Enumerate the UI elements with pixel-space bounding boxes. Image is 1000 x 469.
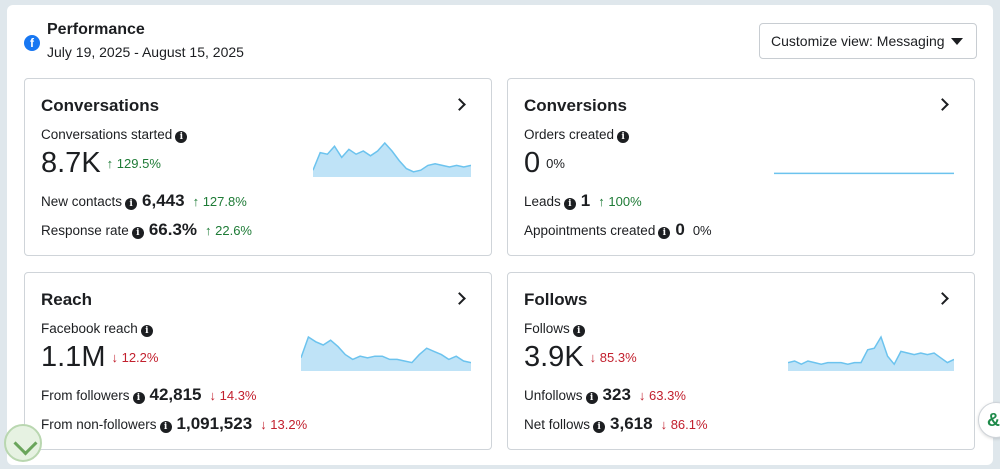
metric-label-text: Orders created: [524, 127, 615, 142]
chevron-right-icon[interactable]: [451, 289, 471, 309]
conversions-sparkline: [774, 172, 954, 175]
sub-metric-value: 0: [675, 220, 685, 239]
conversations-sparkline: [313, 141, 471, 177]
info-icon[interactable]: i: [563, 198, 576, 210]
sub-metric-unfollows: Unfollows i 323 ↓ 63.3%: [524, 385, 686, 405]
sub-metric-from-non-followers: From non-followers i 1,091,523 ↓ 13.2%: [41, 414, 307, 434]
accessibility-helper-icon[interactable]: [4, 424, 42, 462]
card-title: Reach: [41, 290, 93, 309]
sub-metric-value: 42,815: [149, 385, 202, 404]
info-icon[interactable]: i: [658, 227, 671, 239]
follows-sparkline: [788, 335, 954, 371]
sub-metric-value: 323: [602, 385, 631, 404]
info-icon[interactable]: i: [175, 131, 188, 143]
info-icon[interactable]: i: [132, 392, 145, 404]
chevron-right-icon[interactable]: [451, 95, 471, 115]
sub-metric-change: ↓ 63.3%: [638, 388, 686, 403]
info-icon[interactable]: i: [572, 325, 585, 337]
chevron-right-icon[interactable]: [934, 95, 954, 115]
customize-view-label: Customize view: Messaging: [771, 33, 945, 49]
date-range: July 19, 2025 - August 15, 2025: [47, 44, 244, 60]
performance-header: f Performance July 19, 2025 - August 15,…: [23, 19, 977, 69]
info-icon[interactable]: i: [125, 198, 138, 210]
widget-glyph-icon: &: [987, 410, 1000, 430]
metric-label-text: Conversations started: [41, 127, 173, 142]
info-icon[interactable]: i: [617, 131, 630, 143]
primary-change: 0%: [546, 156, 565, 171]
primary-change: ↓ 85.3%: [589, 350, 637, 365]
primary-value: 3.9K: [524, 341, 584, 373]
sub-metric-value: 1: [580, 191, 591, 210]
metric-label: Conversations started i: [41, 127, 188, 143]
sparkline-line: [788, 335, 954, 366]
metric-label-text: Follows: [524, 321, 570, 336]
card-title: Follows: [524, 290, 588, 309]
sub-metric-change: ↑ 100%: [598, 194, 642, 209]
sub-metric-change: ↑ 22.6%: [205, 223, 252, 238]
metric-label: Facebook reach i: [41, 321, 153, 337]
sub-metric-new-contacts: New contacts i 6,443 ↑ 127.8%: [41, 191, 247, 211]
sub-metric-from-followers: From followers i 42,815 ↓ 14.3%: [41, 385, 257, 405]
sparkline-area: [788, 337, 954, 371]
info-icon[interactable]: i: [585, 392, 598, 404]
sub-metric-appointments: Appointments created i 0 0%: [524, 220, 712, 240]
sub-metric-response-rate: Response rate i 66.3% ↑ 22.6%: [41, 220, 252, 240]
info-icon[interactable]: i: [593, 421, 606, 433]
primary-value: 1.1M: [41, 341, 106, 373]
sub-metric-change: ↓ 14.3%: [209, 388, 257, 403]
chevron-right-icon[interactable]: [934, 289, 954, 309]
caret-down-icon: [951, 38, 963, 45]
card-title: Conversions: [524, 96, 627, 115]
side-widget-button[interactable]: &: [978, 402, 1000, 438]
primary-metric: 3.9K ↓ 85.3%: [524, 341, 637, 374]
sub-metric-label: Response rate: [41, 223, 129, 238]
primary-value: 8.7K: [41, 147, 101, 179]
performance-panel: f Performance July 19, 2025 - August 15,…: [7, 5, 993, 465]
sparkline-line: [301, 335, 471, 364]
sub-metric-change: 0%: [692, 223, 712, 238]
reach-card[interactable]: Reach Facebook reach i 1.1M ↓ 12.2% From f…: [24, 272, 492, 450]
info-icon[interactable]: i: [131, 227, 144, 239]
reach-sparkline: [301, 335, 471, 371]
primary-change: ↓ 12.2%: [111, 350, 159, 365]
primary-metric: 8.7K ↑ 129.5%: [41, 147, 161, 180]
metric-label: Follows i: [524, 321, 585, 337]
sub-metric-net-follows: Net follows i 3,618 ↓ 86.1%: [524, 414, 708, 434]
conversations-card[interactable]: Conversations Conversations started i 8.7…: [24, 78, 492, 256]
sub-metric-leads: Leads i 1 ↑ 100%: [524, 191, 642, 211]
sub-metric-value: 1,091,523: [176, 414, 253, 433]
sub-metric-label: From followers: [41, 388, 130, 403]
sub-metric-value: 3,618: [610, 414, 653, 433]
sub-metric-label: From non-followers: [41, 417, 157, 432]
customize-view-dropdown[interactable]: Customize view: Messaging: [759, 23, 977, 59]
conversions-card[interactable]: Conversions Orders created i 0 0% Leads i 1 ↑…: [507, 78, 975, 256]
info-icon[interactable]: i: [159, 421, 172, 433]
primary-change: ↑ 129.5%: [106, 156, 161, 171]
follows-card[interactable]: Follows Follows i 3.9K ↓ 85.3% Unfollows i 3…: [507, 272, 975, 450]
sub-metric-change: ↓ 86.1%: [660, 417, 708, 432]
primary-metric: 1.1M ↓ 12.2%: [41, 341, 158, 374]
sub-metric-change: ↑ 127.8%: [192, 194, 247, 209]
sub-metric-label: Net follows: [524, 417, 591, 432]
primary-value: 0: [524, 147, 541, 179]
sub-metric-label: Leads: [524, 194, 561, 209]
sub-metric-value: 66.3%: [148, 220, 198, 239]
card-title: Conversations: [41, 96, 160, 115]
sub-metric-label: Appointments created: [524, 223, 656, 238]
sparkline-line: [313, 141, 471, 173]
sparkline-area: [313, 143, 471, 177]
metric-label: Orders created i: [524, 127, 630, 143]
metric-label-text: Facebook reach: [41, 321, 138, 336]
facebook-icon: f: [24, 35, 40, 51]
info-icon[interactable]: i: [140, 325, 153, 337]
primary-metric: 0 0%: [524, 147, 565, 180]
sub-metric-label: New contacts: [41, 194, 123, 209]
sub-metric-label: Unfollows: [524, 388, 583, 403]
performance-title: Performance: [47, 21, 145, 38]
sub-metric-value: 6,443: [142, 191, 185, 210]
sub-metric-change: ↓ 13.2%: [260, 417, 308, 432]
sparkline-area: [301, 337, 471, 371]
